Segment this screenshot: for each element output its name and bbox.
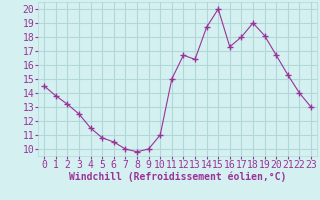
X-axis label: Windchill (Refroidissement éolien,°C): Windchill (Refroidissement éolien,°C) xyxy=(69,172,286,182)
